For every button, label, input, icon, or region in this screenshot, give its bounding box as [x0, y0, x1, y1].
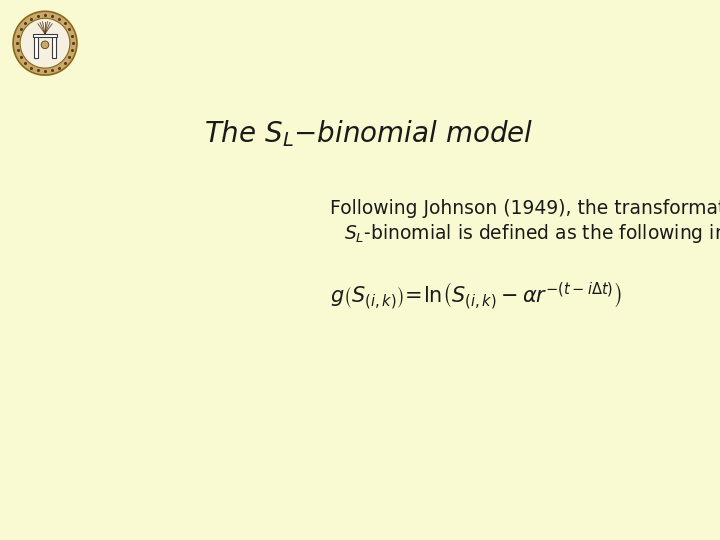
Text: ·: · [59, 16, 60, 20]
Text: ·: · [19, 56, 20, 60]
Text: $\bf{\it{The}}$ $\bf{\it{S_L}}$$\bf{\it{-binomial\ model}}$: $\bf{\it{The}}$ $\bf{\it{S_L}}$$\bf{\it{… [204, 118, 534, 149]
Text: ·: · [30, 16, 31, 20]
Bar [33, 33, 57, 37]
Polygon shape [20, 18, 70, 68]
Text: ·: · [73, 41, 75, 45]
Text: ·: · [59, 66, 60, 70]
Bar [34, 35, 37, 58]
Text: $g\left(S_{(i,k)}\right)\!=\!\ln\!\left(S_{(i,k)}-\alpha r^{-(t-i\Delta t)}\righ: $g\left(S_{(i,k)}\right)\!=\!\ln\!\left(… [330, 280, 621, 311]
Text: ·: · [70, 26, 71, 31]
Text: ·: · [19, 26, 20, 31]
Text: ·: · [15, 41, 17, 45]
Text: $S_L$-binomial is defined as the following in this article:: $S_L$-binomial is defined as the followi… [344, 222, 720, 245]
Polygon shape [13, 11, 77, 75]
Text: Following Johnson (1949), the transformation for the: Following Johnson (1949), the transforma… [330, 199, 720, 218]
Text: ·: · [30, 66, 31, 70]
Circle shape [41, 41, 49, 49]
Text: ·: · [70, 56, 71, 60]
Bar [53, 35, 56, 58]
